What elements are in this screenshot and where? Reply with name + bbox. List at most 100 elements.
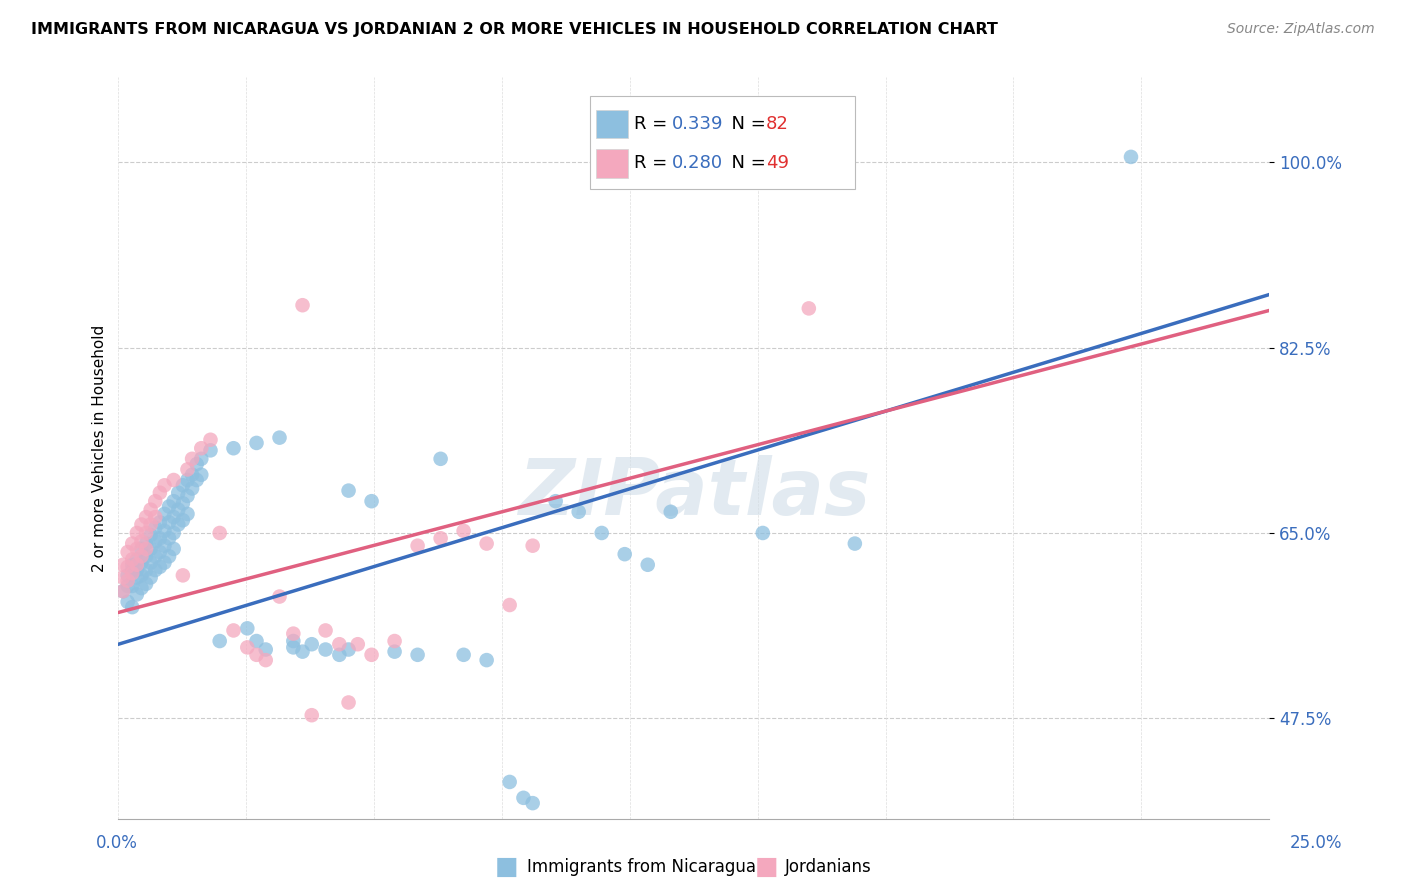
Point [254, 653, 277, 667]
Point [167, 517, 190, 532]
Point [135, 536, 157, 550]
Point [131, 581, 153, 595]
Bar [596, 149, 628, 178]
Point [637, 558, 659, 572]
Point [328, 637, 350, 651]
Text: N =: N = [720, 153, 772, 172]
Point [149, 516, 172, 530]
Point [121, 579, 143, 593]
Text: 82: 82 [766, 115, 789, 133]
Point [522, 796, 544, 810]
Point [131, 568, 153, 582]
Point [149, 485, 172, 500]
Point [117, 574, 139, 588]
Point [121, 536, 143, 550]
Point [157, 500, 180, 514]
Text: ZIPatlas: ZIPatlas [517, 455, 870, 531]
Point [143, 563, 166, 577]
Point [125, 563, 148, 577]
Point [112, 584, 135, 599]
Text: 0.339: 0.339 [672, 115, 724, 133]
Point [112, 570, 135, 584]
Point [544, 494, 567, 508]
Point [172, 568, 194, 582]
Point [208, 634, 231, 648]
Point [186, 457, 208, 471]
Point [752, 526, 775, 541]
Point [176, 507, 198, 521]
Point [406, 648, 429, 662]
Point [125, 541, 148, 556]
Point [135, 549, 157, 564]
Point [1119, 150, 1142, 164]
Point [135, 541, 157, 556]
Point [176, 473, 198, 487]
Point [117, 560, 139, 574]
Point [301, 637, 323, 651]
Point [131, 541, 153, 556]
Point [121, 566, 143, 581]
Point [844, 536, 866, 550]
Point [269, 590, 291, 604]
Point [475, 536, 498, 550]
Point [143, 494, 166, 508]
Point [143, 521, 166, 535]
Point [269, 431, 291, 445]
Point [135, 510, 157, 524]
Point [245, 634, 267, 648]
Point [190, 467, 212, 482]
Point [190, 451, 212, 466]
Point [384, 634, 406, 648]
Point [283, 640, 305, 655]
Point [139, 502, 162, 516]
Point [163, 473, 186, 487]
Point [157, 516, 180, 530]
Point [328, 648, 350, 662]
Point [222, 442, 245, 456]
Point [181, 467, 204, 482]
Point [512, 790, 534, 805]
Point [613, 547, 636, 561]
Point [498, 775, 520, 789]
Text: Source: ZipAtlas.com: Source: ZipAtlas.com [1227, 22, 1375, 37]
Point [131, 517, 153, 532]
Text: Jordanians: Jordanians [785, 858, 872, 876]
Text: N =: N = [720, 115, 772, 133]
Point [117, 568, 139, 582]
Point [283, 626, 305, 640]
Point [236, 621, 259, 635]
Point [125, 552, 148, 566]
Bar [596, 110, 628, 138]
Point [181, 451, 204, 466]
Point [112, 558, 135, 572]
Text: 0.0%: 0.0% [96, 834, 138, 852]
Point [139, 528, 162, 542]
Point [176, 489, 198, 503]
Text: IMMIGRANTS FROM NICARAGUA VS JORDANIAN 2 OR MORE VEHICLES IN HOUSEHOLD CORRELATI: IMMIGRANTS FROM NICARAGUA VS JORDANIAN 2… [31, 22, 998, 37]
Point [429, 531, 451, 545]
Point [360, 494, 382, 508]
Point [236, 640, 259, 655]
Point [245, 648, 267, 662]
Point [291, 298, 314, 312]
Point [475, 653, 498, 667]
Point [125, 570, 148, 584]
Point [131, 534, 153, 549]
Point [143, 549, 166, 564]
Point [190, 442, 212, 456]
Point [153, 539, 176, 553]
Point [157, 531, 180, 545]
Point [121, 600, 143, 615]
Point [337, 642, 360, 657]
Point [315, 642, 337, 657]
Point [172, 496, 194, 510]
Point [149, 560, 172, 574]
Point [346, 637, 368, 651]
Point [167, 502, 190, 516]
Point [125, 587, 148, 601]
Point [163, 494, 186, 508]
Point [153, 478, 176, 492]
Point [153, 556, 176, 570]
Point [157, 549, 180, 564]
Text: 25.0%: 25.0% [1291, 834, 1343, 852]
